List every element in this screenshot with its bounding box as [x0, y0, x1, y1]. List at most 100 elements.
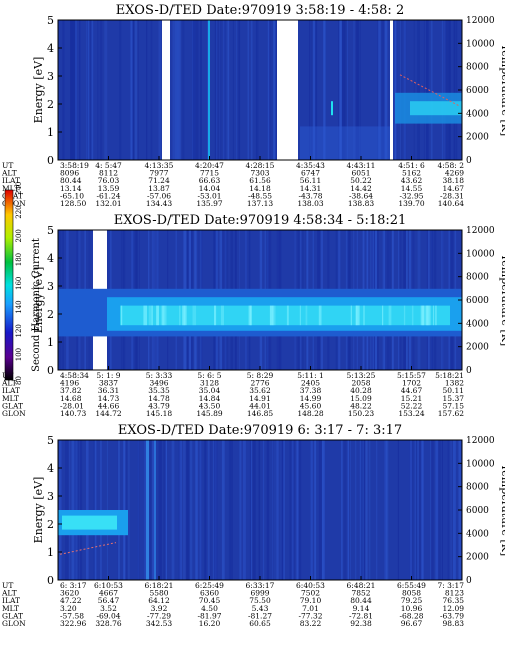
spectrum-texture	[207, 440, 210, 580]
spectrum-texture	[350, 305, 352, 326]
x-tick-value: 3837	[99, 379, 118, 388]
x-tick-value: 36.31	[98, 386, 119, 395]
spectrum-streak	[154, 440, 156, 580]
y2-tick-label: 4000	[466, 109, 489, 119]
spectrum-texture	[377, 20, 379, 160]
spectrum-texture	[151, 305, 153, 326]
spectrum-texture	[447, 440, 450, 580]
x-tick-value: 35.35	[148, 386, 170, 395]
x-tick-value: 43.79	[148, 401, 170, 410]
spectrum-texture	[437, 440, 441, 580]
colorbar: 80 100 120 140 160 180 200 220 240 Second Harmoni…	[4, 182, 42, 385]
y-tick-label: 1	[47, 546, 54, 559]
x-tick-value: 60.65	[249, 619, 271, 628]
x-tick-value: 5:15:57	[397, 371, 426, 380]
spectrum-texture	[179, 440, 182, 580]
spectrum-texture	[174, 20, 177, 160]
spectrum-texture	[219, 20, 221, 160]
spectrum-texture	[252, 440, 256, 580]
row-label: ILAT	[2, 176, 20, 185]
colorbar-tick-label: 160	[15, 277, 23, 290]
x-tick-value: 3620	[60, 589, 79, 598]
spectrum-texture	[172, 20, 174, 160]
y-tick-label: 3	[47, 70, 54, 83]
spectrum-texture	[430, 440, 431, 580]
x-tick-value: 8123	[445, 589, 464, 598]
y2-tick-label: 2000	[466, 553, 489, 563]
x-tick-value: 71.24	[148, 176, 170, 185]
x-tick-value: 7.01	[302, 604, 319, 613]
spectrum-texture	[200, 20, 202, 160]
y2-tick-label: 8000	[466, 483, 489, 493]
colorbar-tick-label: 180	[15, 253, 23, 266]
spectrum-texture	[87, 20, 89, 160]
spectrum-texture	[413, 20, 415, 160]
spectrum-texture	[403, 20, 406, 160]
x-tick-value: 7852	[351, 589, 370, 598]
x-tick-value: 4:35:43	[296, 161, 325, 170]
x-tick-value: 5:13:25	[347, 371, 376, 380]
x-tick-value: 4: 5:47	[95, 161, 122, 170]
x-tick-value: 80.44	[60, 176, 82, 185]
row-label: UT	[2, 581, 13, 590]
x-tick-value: 79.25	[401, 596, 423, 605]
flux-band	[300, 126, 390, 160]
row-label: MLT	[2, 604, 19, 613]
spectrum-texture	[384, 20, 388, 160]
row-label: ALT	[1, 169, 17, 178]
spectrum-texture	[280, 440, 282, 580]
spectrum-texture	[143, 305, 147, 326]
x-tick-value: 80.44	[350, 596, 372, 605]
x-tick-value: -53.01	[197, 191, 221, 200]
spectrum-texture	[71, 20, 72, 160]
spectrum-texture	[256, 20, 257, 160]
spectrum-texture	[130, 20, 133, 160]
x-tick-value: 92.38	[350, 619, 372, 628]
spectrum-texture	[382, 305, 384, 326]
spectrum-texture	[456, 20, 458, 160]
spectrum-texture	[273, 20, 276, 160]
spectrum-texture	[441, 20, 444, 160]
spectrum-texture	[399, 20, 401, 160]
spectrum-texture	[230, 440, 232, 580]
spectrum-texture	[363, 440, 365, 580]
row-label: GLON	[2, 409, 26, 418]
spectrum-texture	[262, 440, 265, 580]
y2-tick-label: 10000	[466, 249, 495, 259]
spectrum-texture	[91, 20, 94, 160]
x-tick-value: 8058	[402, 589, 421, 598]
plot-background	[58, 20, 462, 160]
spectrogram-panel-1: EXOS-D/TED Date:970919 3:58:19 - 4:58: 2…	[1, 3, 505, 208]
colorbar-tick-label: 80	[15, 376, 23, 385]
x-tick-value: 83.22	[300, 619, 322, 628]
x-tick-value: 5: 6: 5	[197, 371, 221, 380]
spectrum-texture	[192, 20, 196, 160]
spectrum-texture	[242, 440, 246, 580]
x-tick-value: 7977	[149, 169, 168, 178]
x-tick-value: 1382	[445, 379, 464, 388]
spectrum-texture	[347, 440, 349, 580]
spectrum-texture	[266, 440, 270, 580]
spectrum-texture	[182, 20, 185, 160]
chart-title: EXOS-D/TED Date:970919 3:58:19 - 4:58: 2	[116, 3, 404, 18]
x-tick-value: 7502	[301, 589, 320, 598]
spectrum-texture	[417, 20, 420, 160]
x-tick-value: 66.63	[199, 176, 221, 185]
spectrum-texture	[90, 20, 92, 160]
x-tick-value: -57.58	[60, 611, 84, 620]
y2-tick-label: 0	[466, 366, 472, 376]
spectrum-texture	[272, 440, 274, 580]
spectrum-texture	[431, 440, 434, 580]
x-tick-value: 61.56	[249, 176, 271, 185]
colorbar-tick-label: 240	[15, 182, 23, 195]
row-label: GLON	[2, 199, 26, 208]
x-tick-value: 44.01	[249, 401, 270, 410]
spectrogram-panel-2: EXOS-D/TED Date:970919 4:58:34 - 5:18:21…	[1, 213, 505, 418]
spectrum-texture	[131, 20, 135, 160]
x-tick-value: -65.10	[60, 191, 84, 200]
spectrum-texture	[286, 305, 289, 326]
spectrum-texture	[137, 440, 140, 580]
x-tick-value: 3128	[200, 379, 219, 388]
spectrum-texture	[210, 440, 212, 580]
x-tick-value: 14.55	[401, 184, 423, 193]
